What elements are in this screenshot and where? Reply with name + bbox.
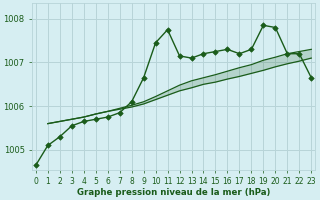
X-axis label: Graphe pression niveau de la mer (hPa): Graphe pression niveau de la mer (hPa) [77, 188, 270, 197]
